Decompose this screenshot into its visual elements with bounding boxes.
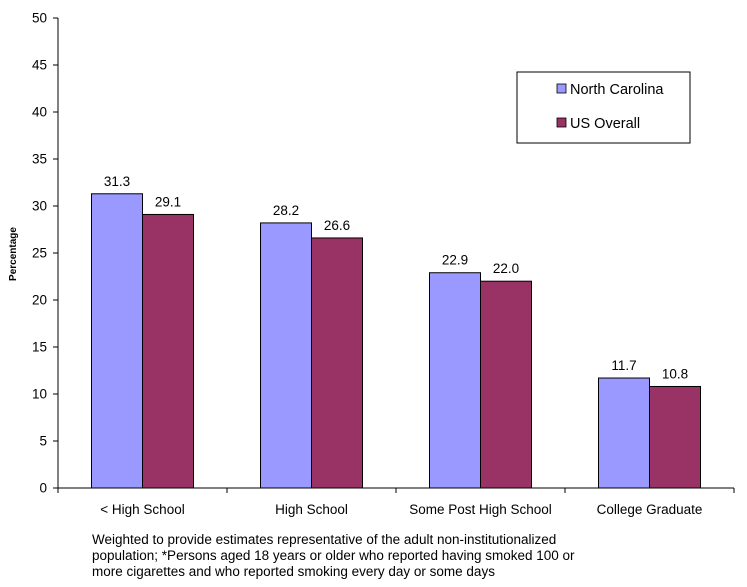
y-tick-label: 0 [39, 481, 47, 496]
x-tick-label: < High School [100, 502, 184, 517]
y-tick-label: 20 [32, 293, 47, 308]
x-tick-label: College Graduate [597, 502, 703, 517]
y-tick-label: 10 [32, 387, 47, 402]
bar-north-carolina [598, 377, 650, 489]
bar-us-overall [311, 237, 363, 489]
data-label-us-overall: 10.8 [662, 366, 688, 381]
y-tick-label: 35 [32, 152, 47, 167]
legend-swatch-us-overall [556, 117, 567, 128]
y-tick-label: 40 [32, 105, 47, 120]
legend: North Carolina US Overall [516, 71, 691, 144]
legend-label-us-overall: US Overall [570, 116, 640, 132]
legend-label-north-carolina: North Carolina [570, 82, 664, 98]
bar-north-carolina [429, 272, 481, 489]
data-label-north-carolina: 11.7 [611, 358, 636, 373]
bar-us-overall [142, 213, 194, 489]
data-label-us-overall: 22.0 [493, 261, 519, 276]
x-tick-label: High School [275, 502, 348, 517]
y-tick-label: 5 [39, 434, 47, 449]
bar-chart: 0 5 10 15 20 25 30 35 40 45 50 < High School 31.3 29.… [8, 11, 735, 517]
y-tick-label: 50 [32, 11, 47, 26]
y-tick-label: 45 [32, 58, 47, 73]
y-tick-label: 25 [32, 246, 47, 261]
y-tick-label: 15 [32, 340, 47, 355]
y-axis-title: Percentage [8, 227, 19, 281]
bar-north-carolina [260, 222, 312, 489]
footnote: Weighted to provide estimates representa… [92, 532, 575, 579]
data-label-north-carolina: 22.9 [442, 253, 468, 268]
data-label-us-overall: 29.1 [155, 194, 181, 209]
bar-north-carolina [91, 193, 143, 489]
y-tick-label: 30 [32, 199, 47, 214]
data-label-us-overall: 26.6 [324, 218, 350, 233]
data-label-north-carolina: 31.3 [104, 174, 130, 189]
legend-swatch-north-carolina [556, 83, 567, 94]
bar-us-overall [649, 385, 701, 489]
x-tick-label: Some Post High School [409, 502, 552, 517]
plot-area: 0 5 10 15 20 25 30 35 40 45 50 < High School 31.3 29.… [32, 11, 735, 517]
legend-box [516, 71, 691, 144]
data-label-north-carolina: 28.2 [273, 203, 299, 218]
bar-us-overall [480, 280, 532, 489]
